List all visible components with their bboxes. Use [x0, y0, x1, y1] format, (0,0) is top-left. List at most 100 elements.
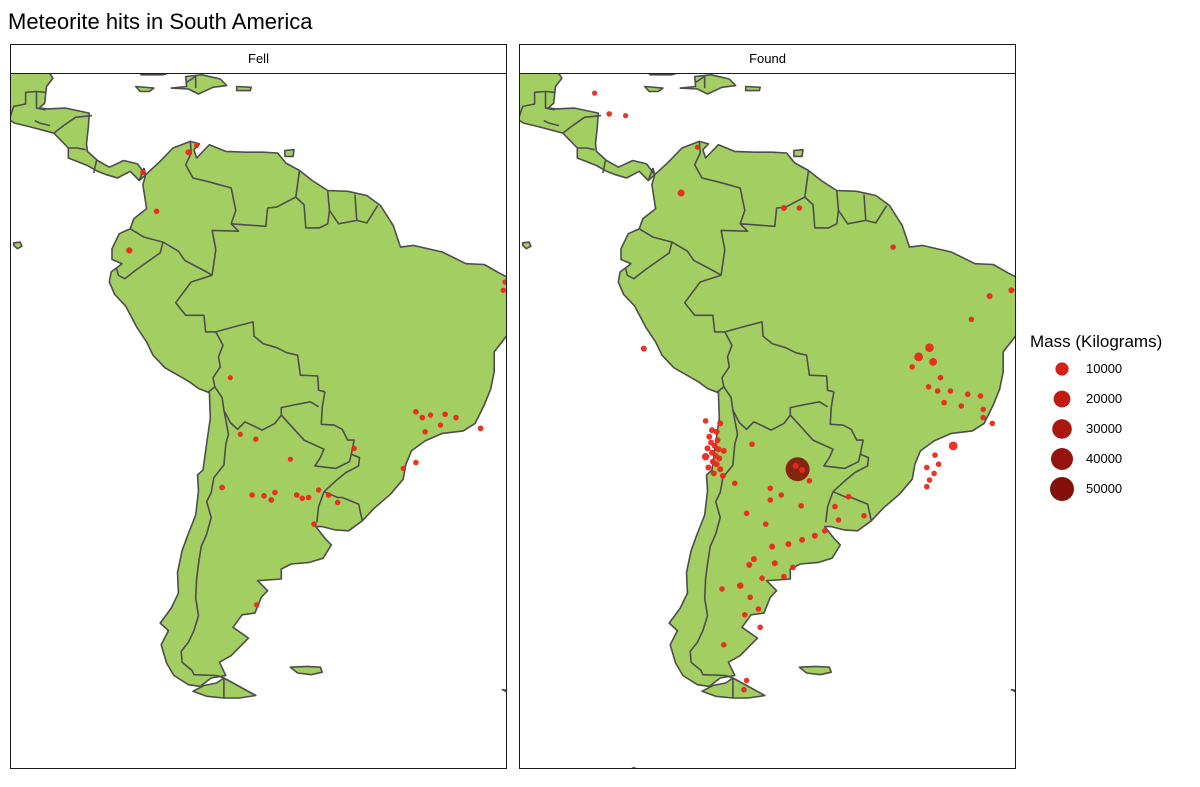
- meteorite-point: [592, 90, 598, 96]
- meteorite-point: [935, 461, 942, 468]
- country-border: [53, 114, 93, 134]
- legend-key: [1051, 448, 1073, 470]
- meteorite-point: [749, 441, 755, 448]
- land-centralAmerica: [11, 74, 147, 182]
- country-border: [689, 409, 739, 679]
- legend: Mass (Kilograms) 10000 20000 30000 40000…: [1030, 330, 1200, 504]
- meteorite-point: [811, 532, 818, 539]
- map-found[interactable]: [519, 73, 1016, 769]
- country-border: [34, 119, 51, 127]
- country-border: [215, 321, 326, 393]
- meteorite-point: [832, 503, 838, 510]
- meteorite-point: [925, 343, 934, 353]
- meteorite-point: [716, 455, 723, 462]
- meteorite-point: [713, 428, 720, 435]
- meteorite-point: [835, 517, 842, 523]
- meteorite-point: [1008, 287, 1015, 294]
- land-hispaniola: [170, 74, 228, 95]
- meteorite-point: [437, 422, 444, 428]
- map-fell[interactable]: [10, 73, 507, 769]
- legend-label: 50000: [1086, 481, 1123, 496]
- land-southGeorgia: [501, 688, 506, 693]
- land-southAmerica: [108, 140, 506, 688]
- meteorite-point: [781, 573, 787, 580]
- chart-title: Meteorite hits in South America: [8, 9, 313, 34]
- country-border: [186, 75, 197, 89]
- land-cuba: [139, 74, 168, 76]
- meteorite-point: [715, 446, 722, 453]
- meteorite-point: [721, 642, 727, 648]
- meteorite-point: [325, 492, 332, 498]
- meteorite-point: [926, 477, 933, 483]
- meteorite-point: [253, 436, 259, 442]
- meteorite-point: [706, 433, 713, 440]
- meteorite-point: [750, 556, 757, 563]
- facet-strip-fell: Fell: [10, 44, 507, 73]
- meteorite-point: [947, 388, 954, 394]
- meteorite-point: [755, 606, 762, 612]
- land-southGeorgia: [1010, 688, 1015, 693]
- meteorite-point: [453, 414, 459, 421]
- meteorite-point: [351, 445, 357, 452]
- meteorite-point: [948, 441, 958, 451]
- panel-found: Found: [519, 44, 1016, 769]
- meteorite-point: [719, 472, 726, 479]
- meteorite-point: [287, 456, 293, 462]
- country-border: [35, 90, 46, 111]
- meteorite-point: [747, 594, 753, 601]
- meteorite-point: [720, 447, 727, 454]
- meteorite-point: [798, 503, 804, 509]
- meteorite-point: [968, 316, 975, 323]
- meteorite-point: [732, 480, 738, 487]
- meteorite-point: [631, 766, 637, 768]
- panel-fell: Fell: [10, 44, 507, 769]
- meteorite-point: [980, 414, 986, 421]
- land-jamaica: [643, 85, 664, 93]
- country-border: [624, 228, 673, 280]
- meteorite-point: [785, 457, 810, 482]
- country-border: [693, 141, 749, 276]
- meteorite-point: [709, 427, 715, 434]
- meteorite-point: [419, 414, 426, 421]
- meteorite-point: [925, 384, 932, 390]
- meteorite-point: [924, 483, 930, 490]
- meteorite-point: [743, 677, 750, 684]
- meteorite-point: [929, 358, 937, 366]
- meteorite-point: [140, 169, 146, 175]
- meteorite-point: [500, 287, 506, 293]
- legend-label: 30000: [1086, 421, 1123, 436]
- meteorite-point: [780, 205, 787, 211]
- map-svg-fell: [11, 74, 506, 699]
- country-border: [162, 241, 213, 276]
- meteorite-point: [736, 582, 744, 589]
- meteorite-point: [941, 399, 947, 406]
- land-falklands: [289, 665, 324, 676]
- country-border: [184, 141, 240, 276]
- legend-item: 20000: [1030, 384, 1200, 414]
- country-border: [832, 453, 870, 493]
- country-border: [323, 453, 361, 493]
- meteorite-point: [845, 493, 852, 500]
- map-svg-found: [520, 74, 1015, 768]
- meteorite-point: [958, 403, 965, 409]
- country-border: [865, 205, 888, 224]
- country-border: [683, 274, 733, 394]
- legend-label: 40000: [1086, 451, 1123, 466]
- meteorite-point: [427, 412, 434, 418]
- meteorite-point: [305, 494, 312, 501]
- country-border: [180, 409, 230, 679]
- land-galapagos: [521, 241, 532, 250]
- meteorite-point: [126, 247, 133, 254]
- meteorite-point: [315, 487, 322, 493]
- land-trinidad: [284, 148, 295, 158]
- country-border: [825, 491, 834, 523]
- facet-strip-found: Found: [519, 44, 1016, 73]
- meteorite-point: [702, 418, 709, 424]
- meteorite-point: [623, 113, 629, 119]
- meteorite-point: [334, 499, 341, 506]
- meteorite-point: [442, 411, 448, 418]
- meteorite-point: [640, 345, 647, 352]
- meteorite-point: [268, 497, 275, 503]
- meteorite-point: [299, 495, 306, 502]
- meteorite-point: [931, 470, 937, 477]
